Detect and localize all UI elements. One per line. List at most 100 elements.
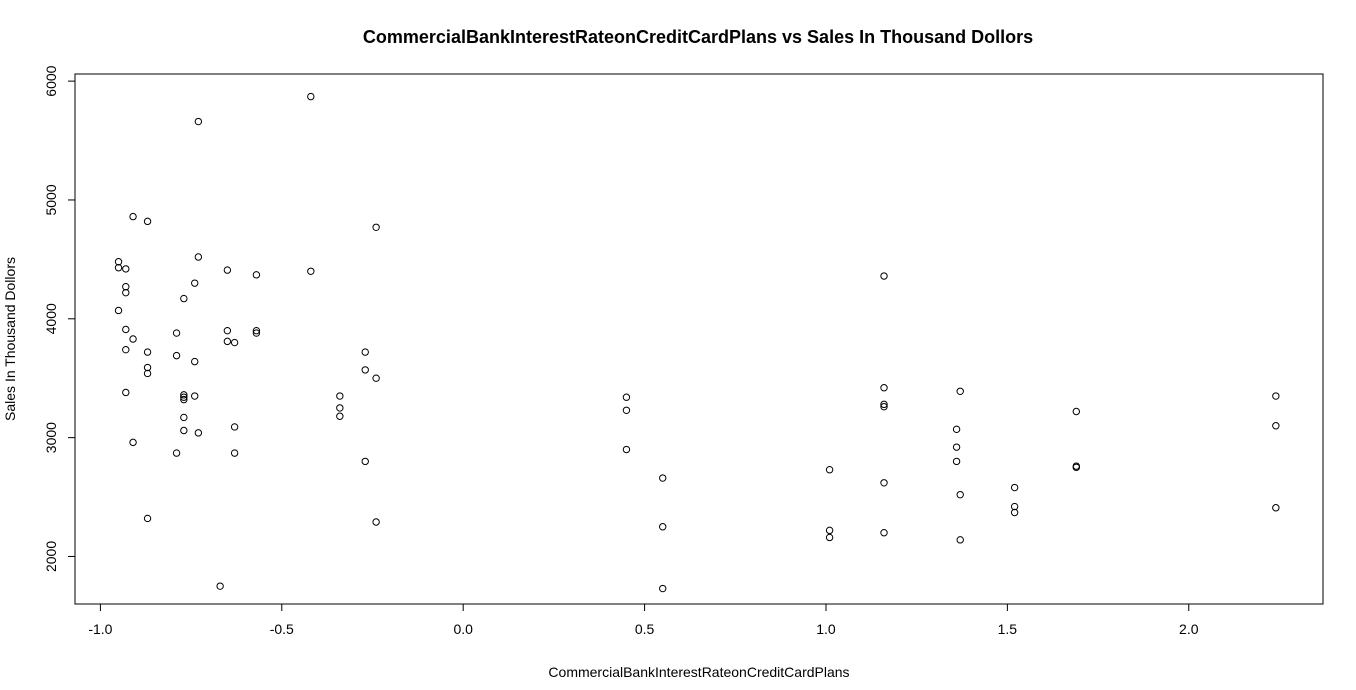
- data-point: [114, 306, 123, 315]
- data-point: [1072, 463, 1081, 472]
- data-point: [361, 457, 369, 466]
- data-point: [880, 528, 888, 537]
- data-point: [230, 449, 239, 457]
- x-tick-label: 0.0: [453, 621, 473, 637]
- data-point: [223, 266, 232, 274]
- data-point: [122, 345, 130, 354]
- data-points: [114, 92, 1280, 593]
- data-point: [194, 429, 203, 437]
- data-point: [143, 363, 152, 372]
- data-point: [307, 92, 315, 101]
- data-point: [129, 335, 137, 343]
- data-point: [880, 403, 888, 411]
- y-tick-label: 4000: [43, 303, 59, 334]
- data-point: [191, 279, 199, 287]
- data-point: [180, 294, 188, 303]
- data-point: [952, 443, 961, 451]
- data-point: [172, 449, 181, 457]
- data-point: [180, 413, 188, 422]
- data-point: [122, 265, 130, 273]
- x-tick-label: -0.5: [270, 621, 294, 637]
- data-point: [230, 423, 239, 431]
- data-point: [361, 348, 369, 356]
- data-point: [122, 325, 130, 334]
- x-tick-label: 0.5: [635, 621, 655, 637]
- data-point: [956, 387, 964, 395]
- x-tick-label: 2.0: [1179, 621, 1199, 637]
- data-point: [129, 438, 137, 447]
- data-point: [1272, 422, 1280, 430]
- data-point: [336, 392, 344, 400]
- data-point: [825, 526, 834, 535]
- x-axis-label: CommercialBankInterestRateonCreditCardPl…: [548, 664, 849, 680]
- data-point: [252, 326, 261, 335]
- data-point: [336, 404, 344, 412]
- data-point: [952, 425, 961, 434]
- data-point: [172, 351, 181, 360]
- data-point: [825, 466, 834, 474]
- data-point: [180, 395, 188, 404]
- data-point: [143, 369, 152, 378]
- data-point: [143, 217, 152, 226]
- data-point: [880, 272, 888, 280]
- data-point: [336, 412, 344, 420]
- y-axis-label: Sales In Thousand Dollors: [2, 257, 18, 421]
- x-tick-label: 1.5: [998, 621, 1018, 637]
- data-point: [180, 393, 188, 401]
- data-point: [114, 263, 123, 272]
- data-point: [372, 223, 380, 231]
- data-point: [194, 253, 203, 261]
- data-point: [956, 490, 964, 499]
- x-tick-label: -1.0: [88, 621, 112, 637]
- plot-frame: [74, 73, 1324, 605]
- data-point: [372, 518, 380, 526]
- data-point: [223, 326, 232, 335]
- data-point: [252, 271, 261, 279]
- data-point: [622, 445, 631, 454]
- data-point: [194, 117, 203, 126]
- data-point: [180, 391, 188, 399]
- data-point: [223, 337, 232, 346]
- data-point: [622, 393, 631, 401]
- data-point: [659, 474, 667, 482]
- data-point: [1010, 483, 1019, 492]
- data-point: [129, 212, 137, 221]
- data-point: [361, 366, 369, 374]
- y-tick-label: 3000: [43, 422, 59, 453]
- data-point: [1272, 392, 1280, 400]
- data-point: [122, 283, 130, 291]
- data-point: [659, 523, 667, 531]
- x-tick-label: 1.0: [816, 621, 836, 637]
- data-point: [825, 533, 834, 542]
- data-point: [1010, 502, 1019, 511]
- data-point: [122, 288, 130, 297]
- data-point: [307, 267, 315, 275]
- y-tick-label: 5000: [43, 184, 59, 215]
- data-point: [1010, 508, 1019, 517]
- data-point: [114, 258, 123, 266]
- data-point: [143, 348, 152, 356]
- data-point: [252, 329, 261, 337]
- data-point: [172, 329, 181, 337]
- data-point: [880, 479, 888, 487]
- y-tick-label: 6000: [43, 65, 59, 96]
- chart-title: CommercialBankInterestRateonCreditCardPl…: [363, 27, 1033, 47]
- data-point: [143, 514, 152, 523]
- data-point: [216, 582, 224, 590]
- data-point: [1072, 407, 1081, 416]
- data-point: [956, 536, 964, 544]
- y-tick-label: 2000: [43, 541, 59, 572]
- data-point: [880, 400, 888, 409]
- data-point: [191, 392, 199, 400]
- x-axis: -1.0 -0.5 0.0 0.5 1.0 1.5 2.0: [88, 603, 1199, 637]
- data-point: [1272, 504, 1280, 512]
- y-axis: 2000 3000 4000 5000 6000: [43, 65, 76, 572]
- data-point: [880, 384, 888, 392]
- data-point: [180, 426, 188, 435]
- data-point: [122, 388, 130, 397]
- data-point: [659, 584, 667, 593]
- data-point: [952, 457, 961, 466]
- data-point: [191, 357, 199, 366]
- data-point: [622, 406, 631, 415]
